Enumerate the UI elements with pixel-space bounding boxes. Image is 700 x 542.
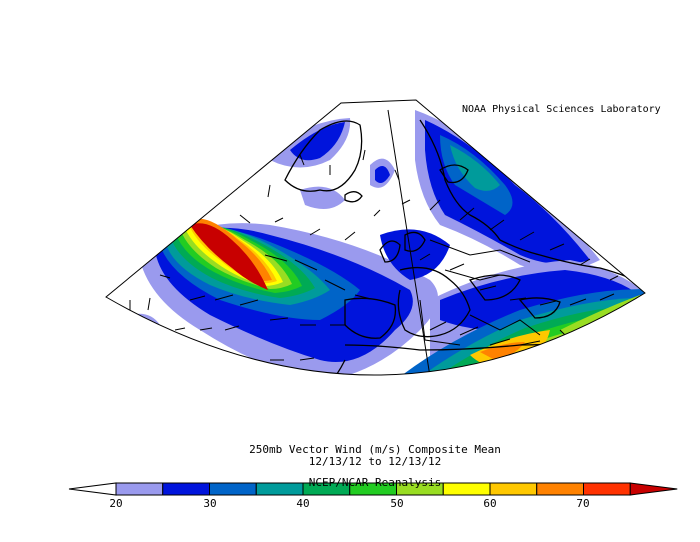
map-border (105, 99, 646, 376)
colorbar (68, 482, 678, 496)
colorbar-tick-30: 30 (203, 497, 217, 510)
colorbar-tick-60: 60 (483, 497, 497, 510)
colorbar-tick-50: 50 (390, 497, 404, 510)
colorbar-arrow-high (629, 482, 678, 496)
colorbar-tick-40: 40 (296, 497, 310, 510)
map-title: 250mb Vector Wind (m/s) Composite Mean (249, 443, 501, 456)
coastlines (284, 119, 641, 376)
jet-core (190, 223, 268, 290)
colorbar-tick-70: 70 (576, 497, 590, 510)
credit-label: NOAA Physical Sciences Laboratory (462, 104, 661, 115)
colorbar-tick-20: 20 (109, 497, 123, 510)
source-label: NCEP/NCAR Reanalysis (308, 476, 442, 489)
date-range: 12/13/12 to 12/13/12 (308, 455, 442, 468)
